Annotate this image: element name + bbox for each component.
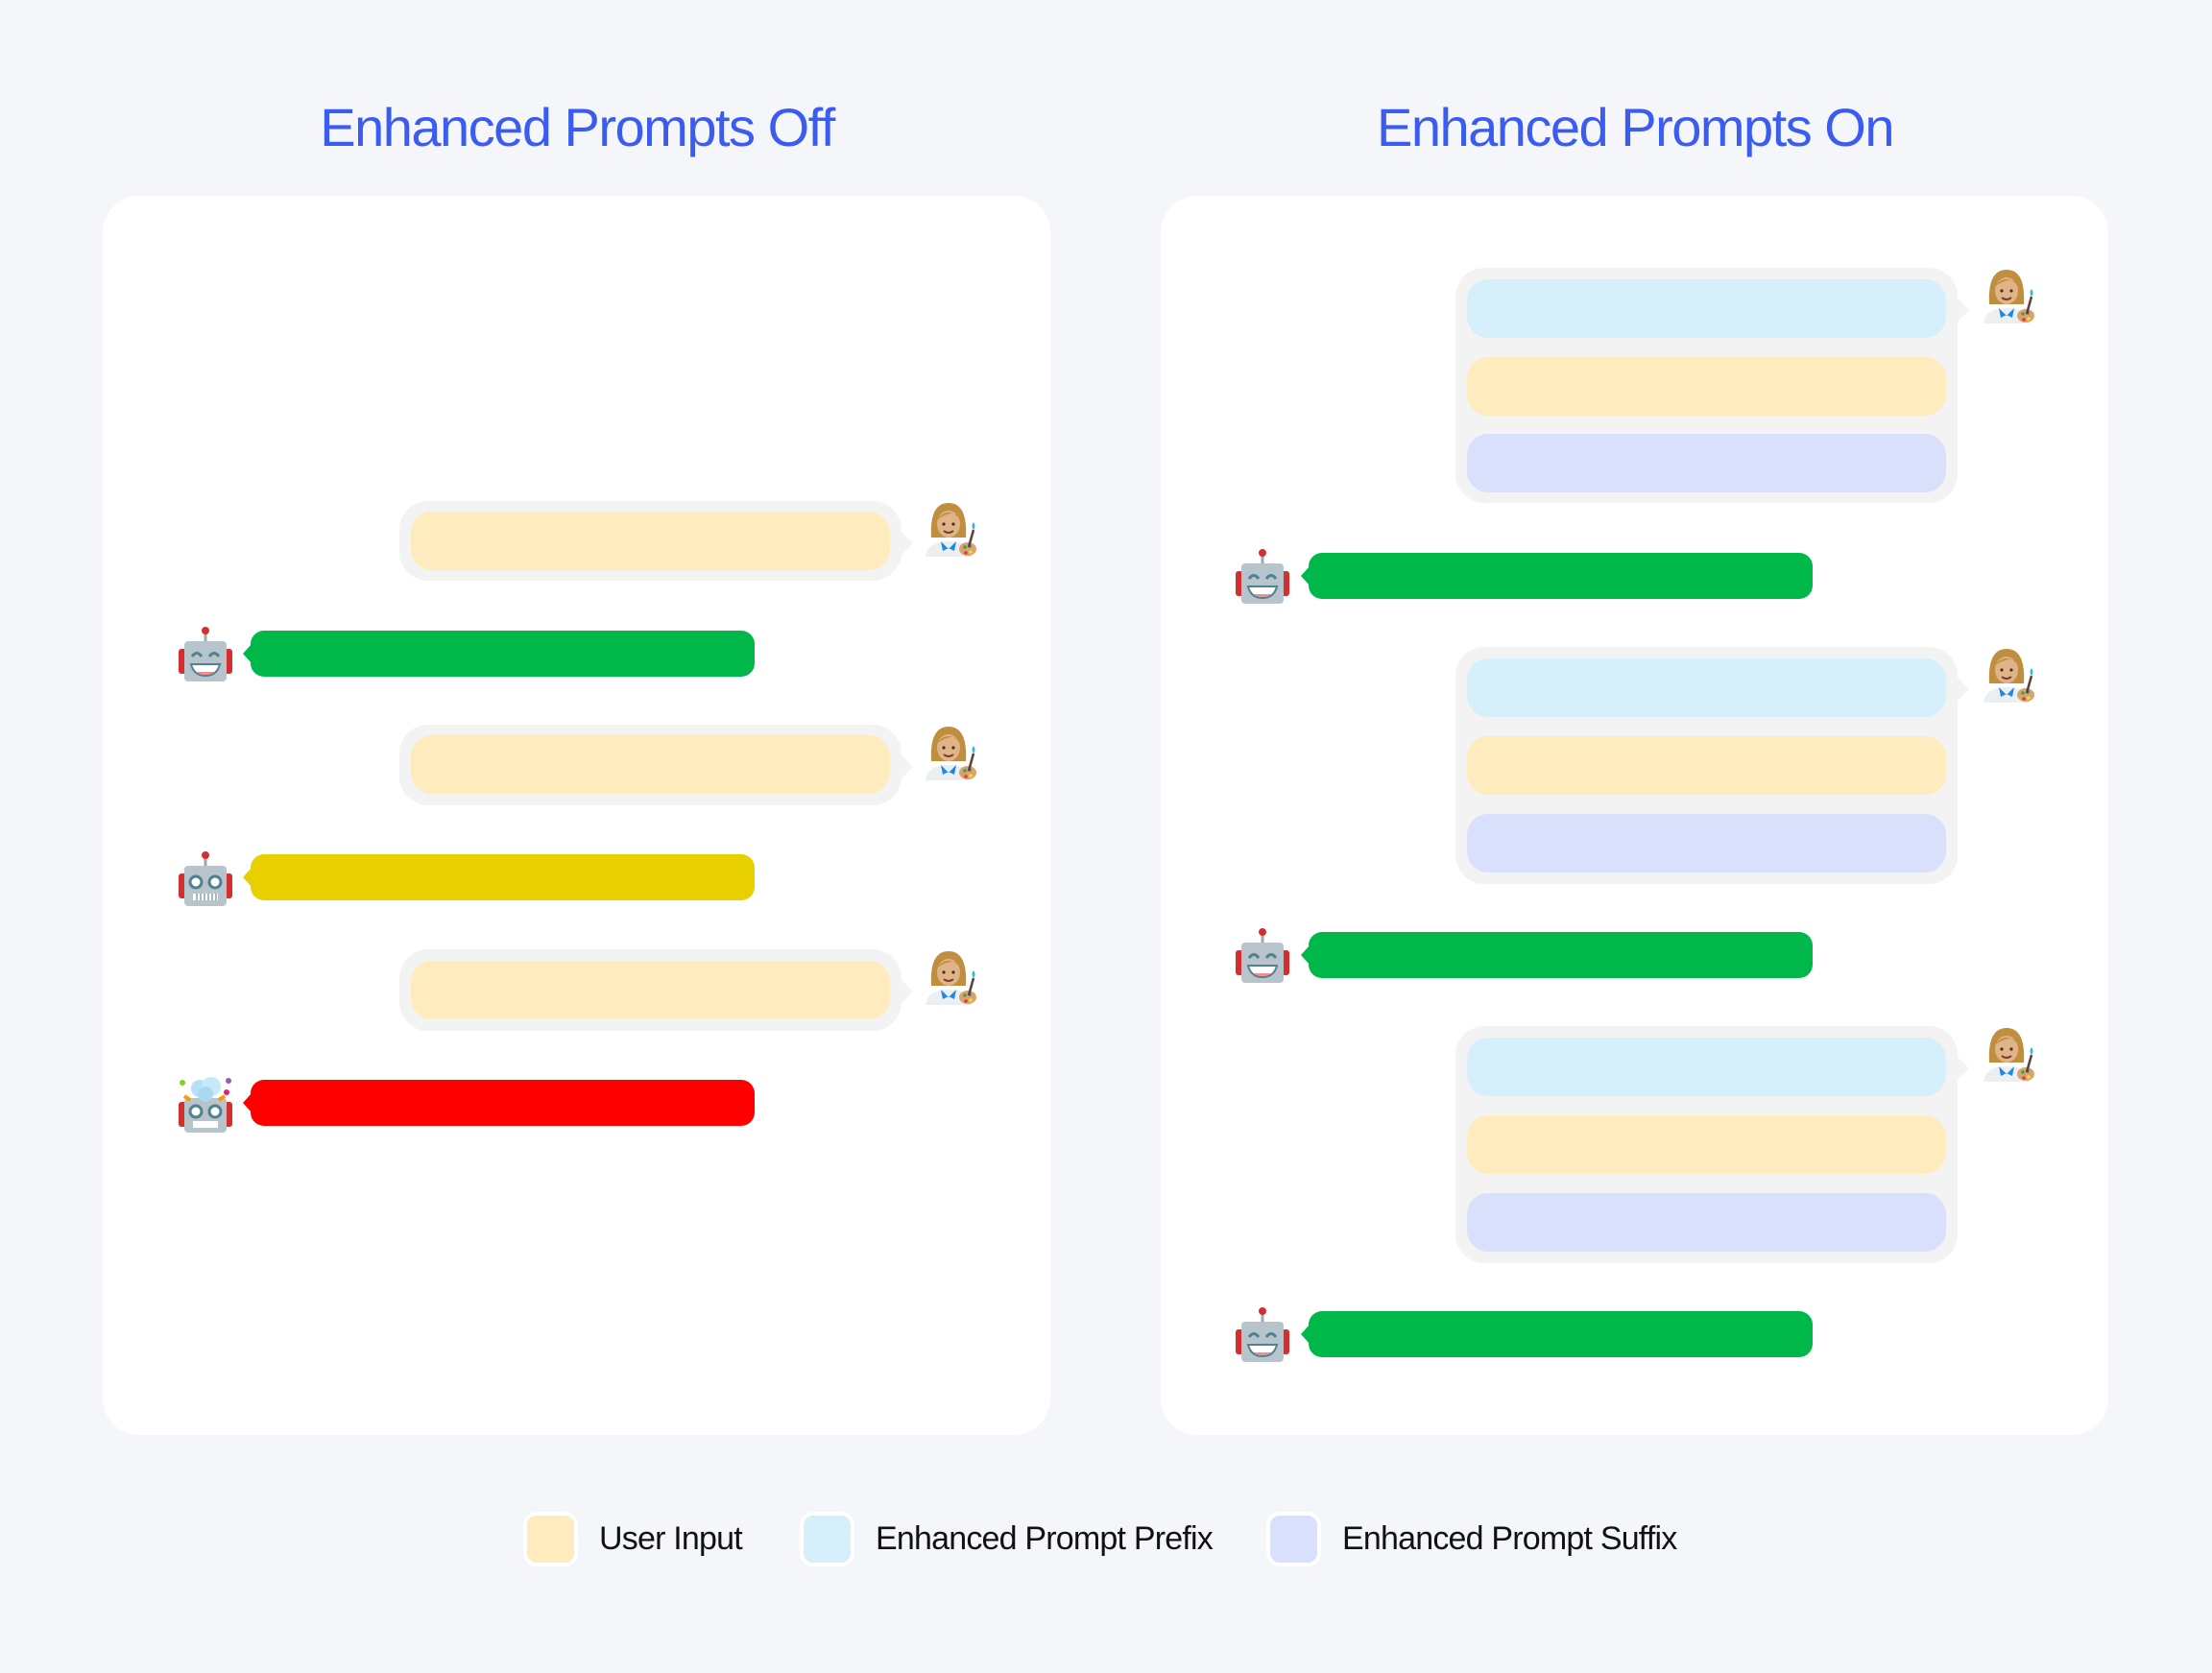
woman-artist-icon <box>920 723 977 780</box>
user-message-bubble <box>1455 268 1969 503</box>
panel-enhanced-off <box>103 196 1050 1435</box>
suffix-segment <box>1467 434 1946 492</box>
woman-artist-icon <box>1978 1024 2035 1082</box>
assistant-response-warning <box>243 854 755 900</box>
woman-artist-icon <box>1978 645 2035 703</box>
robot-icon <box>1234 927 1291 985</box>
legend-swatch <box>800 1512 854 1566</box>
legend-swatch <box>523 1512 578 1566</box>
robot-icon <box>177 626 234 683</box>
user-input-segment <box>411 512 890 570</box>
prefix-segment <box>1467 279 1946 338</box>
woman-artist-icon <box>1978 266 2035 323</box>
legend-item-prefix: Enhanced Prompt Prefix <box>800 1512 1214 1566</box>
legend-item-user-input: User Input <box>523 1512 743 1566</box>
assistant-response-success <box>1301 553 1813 599</box>
robot-icon <box>1234 548 1291 606</box>
user-input-segment <box>1467 736 1946 795</box>
legend-label: Enhanced Prompt Prefix <box>876 1520 1214 1557</box>
user-input-segment <box>1467 1115 1946 1174</box>
woman-artist-icon <box>920 499 977 557</box>
assistant-response-success <box>1301 932 1813 978</box>
assistant-response-success <box>1301 1311 1813 1357</box>
assistant-response-success <box>243 631 755 677</box>
legend-swatch <box>1266 1512 1321 1566</box>
legend-item-suffix: Enhanced Prompt Suffix <box>1266 1512 1677 1566</box>
user-input-segment <box>1467 357 1946 416</box>
user-input-segment <box>411 961 890 1019</box>
user-message-bubble <box>1455 1026 1969 1263</box>
suffix-segment <box>1467 1193 1946 1252</box>
user-message-bubble <box>399 725 913 805</box>
legend-label: User Input <box>599 1520 743 1557</box>
legend-label: Enhanced Prompt Suffix <box>1342 1520 1677 1557</box>
user-message-bubble <box>399 501 913 581</box>
user-message-bubble <box>1455 647 1969 884</box>
robot-icon <box>1234 1306 1291 1364</box>
prefix-segment <box>1467 1038 1946 1096</box>
user-input-segment <box>411 735 890 794</box>
title-enhanced-off: Enhanced Prompts Off <box>320 97 835 157</box>
user-message-bubble <box>399 949 913 1031</box>
title-enhanced-on: Enhanced Prompts On <box>1376 97 1895 157</box>
exploding-robot-icon <box>177 1075 234 1133</box>
woman-artist-icon <box>920 947 977 1005</box>
prefix-segment <box>1467 658 1946 717</box>
robot-worried-icon <box>177 850 234 908</box>
assistant-response-failure <box>243 1080 755 1126</box>
suffix-segment <box>1467 814 1946 872</box>
